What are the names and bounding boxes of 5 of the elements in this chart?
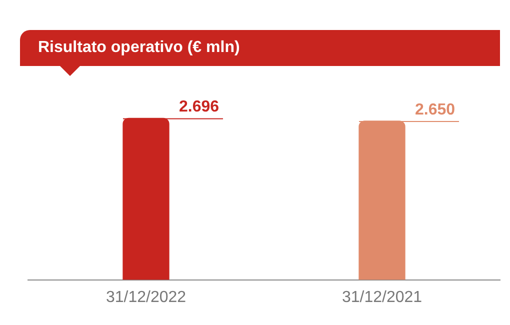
chart-title: Risultato operativo (€ mln)	[38, 39, 240, 57]
x-tick-label: 31/12/2022	[106, 288, 186, 306]
x-tick-label: 31/12/2021	[342, 288, 422, 306]
data-label: 2.650	[415, 101, 456, 118]
data-label: 2.696	[179, 98, 220, 116]
